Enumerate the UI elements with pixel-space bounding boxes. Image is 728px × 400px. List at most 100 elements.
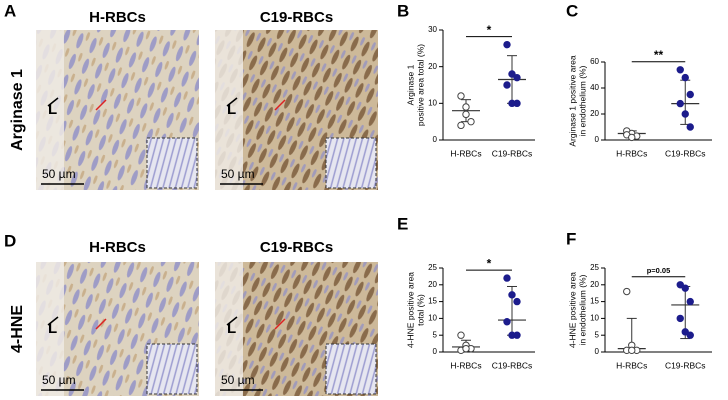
panel-letter: E (397, 214, 408, 233)
data-point (681, 328, 689, 336)
data-point (681, 284, 689, 292)
x-tick-label: C19-RBCs (492, 360, 533, 370)
y-tick-label: 20 (428, 62, 437, 71)
data-point (681, 110, 689, 118)
y-axis-label: 4-HNE positive area (405, 272, 415, 348)
y-axis-label: total (%) (415, 294, 425, 326)
data-point (503, 40, 511, 49)
lumen-label: L (48, 101, 57, 118)
y-tick-label: 60 (590, 57, 599, 66)
lumen-area (36, 30, 64, 190)
x-tick-label: H-RBCs (616, 148, 647, 158)
data-point (686, 297, 694, 306)
data-point (513, 99, 521, 108)
panel-letter: A (4, 1, 16, 20)
x-tick-label: H-RBCs (616, 360, 647, 370)
y-tick-label: 25 (428, 263, 437, 272)
image-title: H-RBCs (89, 9, 146, 26)
data-point (503, 81, 511, 89)
panel-letter: D (4, 231, 16, 250)
data-point (462, 344, 470, 353)
data-point (628, 346, 636, 355)
significance-label: * (487, 256, 492, 270)
scale-label: 50 µm (42, 373, 76, 387)
data-point (676, 99, 684, 108)
y-axis-label: in endothelium (%) (577, 274, 587, 345)
data-point (513, 331, 521, 339)
y-tick-label: 10 (590, 314, 599, 323)
arrow-red (274, 99, 286, 111)
lumen-label: L (48, 320, 57, 337)
y-axis-label: 4-HNE positive area (567, 272, 577, 348)
image-title: C19-RBCs (260, 9, 333, 26)
lumen-label: L (227, 101, 236, 118)
data-point (676, 66, 684, 74)
arrow-black (226, 97, 238, 107)
x-tick-label: H-RBCs (450, 360, 481, 370)
y-tick-label: 30 (428, 25, 437, 34)
y-tick-label: 20 (590, 280, 599, 289)
arrow-black (226, 316, 238, 326)
y-axis-label: Arginase 1 (405, 64, 415, 105)
data-point (681, 73, 689, 82)
x-tick-label: C19-RBCs (665, 360, 706, 370)
arrow-red (95, 99, 107, 111)
significance-label: p=0.05 (647, 266, 671, 275)
significance-label: ** (654, 48, 664, 62)
data-point (513, 73, 521, 82)
y-tick-label: 10 (428, 98, 437, 107)
y-axis-label: Arginase 1 positive area (567, 55, 577, 146)
data-point (623, 287, 631, 296)
data-point (467, 117, 475, 126)
y-tick-label: 0 (595, 347, 600, 356)
arrow-black (47, 97, 59, 107)
data-point (462, 110, 470, 119)
scale-label: 50 µm (221, 167, 255, 181)
y-tick-label: 15 (590, 297, 599, 306)
image-title: H-RBCs (89, 239, 146, 256)
arrow-red (95, 318, 107, 330)
lumen-area (215, 262, 243, 396)
y-tick-label: 0 (433, 135, 438, 144)
row-label: 4-HNE (9, 305, 26, 353)
x-tick-label: C19-RBCs (665, 148, 706, 158)
inset (325, 137, 377, 189)
y-tick-label: 0 (595, 135, 600, 144)
lumen-label: L (227, 320, 236, 337)
data-point (457, 331, 465, 339)
data-point (676, 281, 684, 289)
y-tick-label: 5 (595, 330, 600, 339)
y-tick-label: 15 (428, 297, 437, 306)
y-tick-label: 5 (433, 330, 438, 339)
arrow-red (274, 318, 286, 330)
data-point (503, 318, 511, 326)
significance-label: * (487, 23, 492, 37)
y-tick-label: 20 (428, 280, 437, 289)
panel-letter: B (397, 1, 409, 20)
x-tick-label: C19-RBCs (492, 148, 533, 158)
panel-letter: C (566, 1, 578, 20)
data-point (508, 291, 516, 299)
image-title: C19-RBCs (260, 239, 333, 256)
inset (325, 343, 377, 395)
y-tick-label: 40 (590, 83, 599, 92)
lumen-area (215, 30, 243, 190)
data-point (503, 274, 511, 282)
data-point (457, 121, 465, 130)
data-point (628, 133, 636, 142)
data-point (513, 297, 521, 306)
scale-label: 50 µm (221, 373, 255, 387)
arrow-black (47, 316, 59, 326)
data-point (462, 103, 470, 111)
data-point (686, 123, 694, 131)
panel-letter: F (566, 229, 576, 248)
y-tick-label: 20 (590, 109, 599, 118)
lumen-area (36, 262, 64, 396)
data-point (686, 331, 694, 339)
data-point (457, 92, 465, 100)
inset (146, 137, 198, 189)
data-point (686, 90, 694, 99)
y-tick-label: 10 (428, 314, 437, 323)
data-point (508, 70, 516, 78)
